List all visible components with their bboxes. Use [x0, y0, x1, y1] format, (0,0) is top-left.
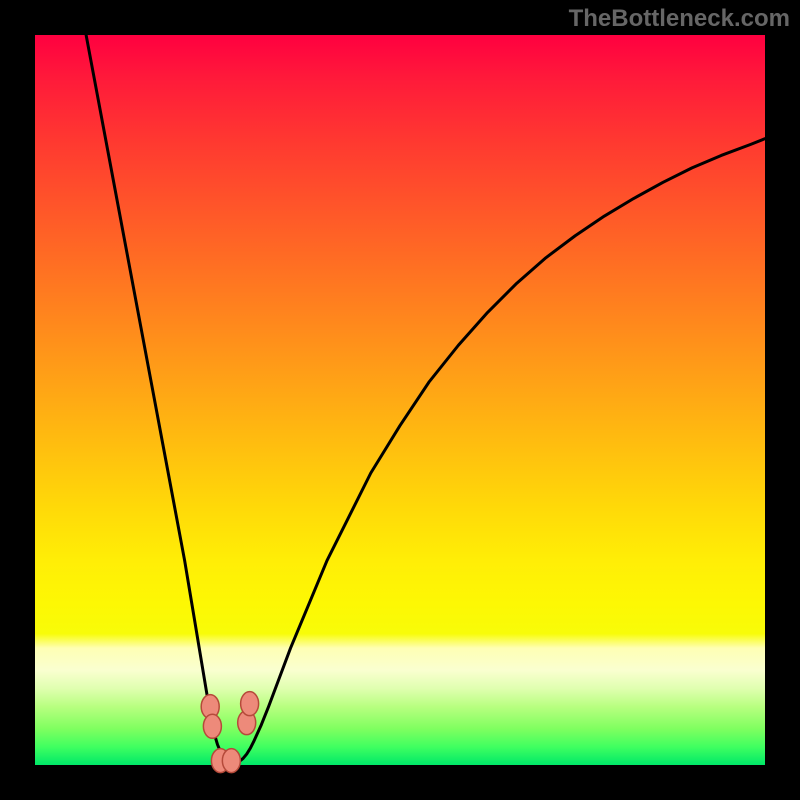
chart-container: { "watermark": "TheBottleneck.com", "cha… — [0, 0, 800, 800]
data-marker — [203, 714, 221, 738]
data-marker — [222, 749, 240, 773]
data-marker — [241, 692, 259, 716]
watermark-text: TheBottleneck.com — [569, 5, 790, 33]
bottleneck-curve-chart — [0, 0, 800, 800]
plot-background — [35, 35, 765, 765]
